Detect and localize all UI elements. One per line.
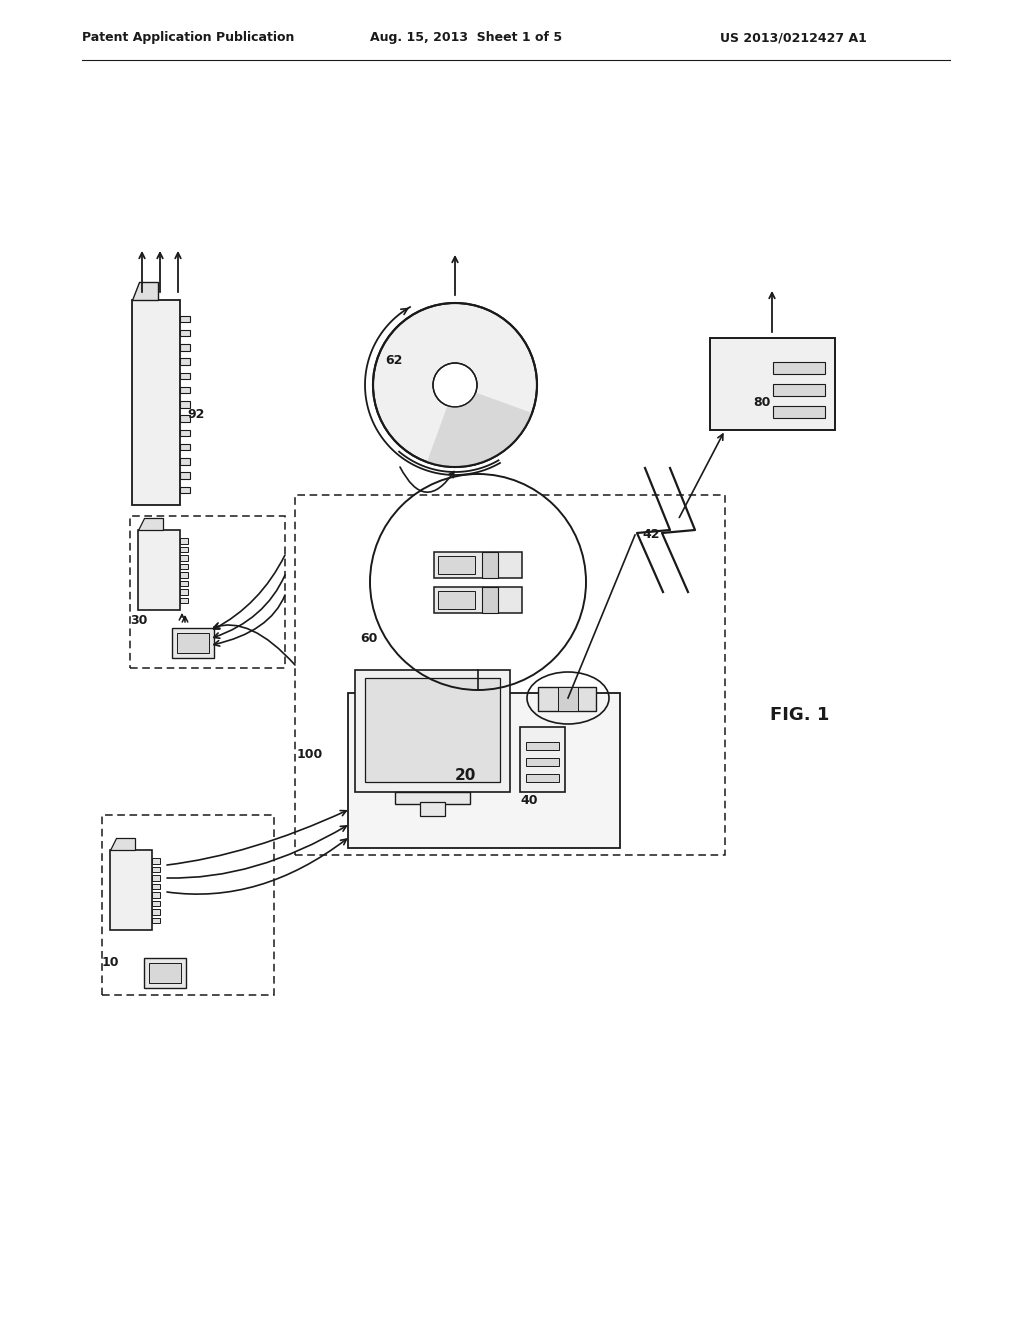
Text: FIG. 1: FIG. 1: [770, 706, 829, 723]
Bar: [150, 964, 181, 983]
Wedge shape: [427, 392, 532, 467]
Text: 20: 20: [455, 767, 476, 783]
Text: US 2013/0212427 A1: US 2013/0212427 A1: [720, 32, 867, 45]
Bar: [180, 473, 190, 479]
Bar: [152, 858, 160, 863]
Bar: [434, 552, 522, 578]
Bar: [180, 416, 190, 422]
Text: 42: 42: [642, 528, 659, 541]
Bar: [395, 792, 470, 804]
Bar: [482, 587, 499, 612]
Text: 80: 80: [754, 396, 771, 408]
FancyArrowPatch shape: [214, 595, 285, 645]
Bar: [152, 900, 160, 906]
Bar: [355, 671, 510, 792]
Bar: [538, 686, 596, 711]
Bar: [482, 552, 499, 578]
FancyArrowPatch shape: [167, 826, 346, 878]
Bar: [180, 372, 190, 379]
Text: 92: 92: [187, 408, 205, 421]
Bar: [526, 774, 559, 781]
Bar: [180, 554, 188, 561]
Bar: [180, 589, 188, 594]
Bar: [110, 850, 152, 931]
Bar: [130, 516, 285, 668]
Bar: [180, 487, 190, 492]
Text: 10: 10: [102, 956, 120, 969]
Polygon shape: [138, 517, 163, 531]
Circle shape: [373, 304, 537, 467]
Text: Patent Application Publication: Patent Application Publication: [82, 32, 294, 45]
Bar: [180, 315, 190, 322]
Bar: [348, 693, 620, 847]
Bar: [772, 362, 825, 374]
FancyArrowPatch shape: [167, 810, 346, 865]
Bar: [180, 564, 188, 569]
Bar: [526, 742, 559, 750]
Text: 30: 30: [130, 614, 147, 627]
Bar: [180, 444, 190, 450]
Bar: [152, 909, 160, 915]
Bar: [772, 407, 825, 418]
Text: 100: 100: [297, 748, 324, 762]
Bar: [520, 727, 565, 792]
FancyArrowPatch shape: [400, 467, 454, 492]
Bar: [180, 546, 188, 552]
Bar: [152, 866, 160, 873]
Text: 40: 40: [520, 793, 538, 807]
Bar: [177, 634, 209, 653]
Bar: [180, 401, 190, 408]
Bar: [144, 958, 186, 987]
Bar: [180, 359, 190, 364]
Bar: [420, 803, 445, 816]
Circle shape: [433, 363, 477, 407]
Bar: [180, 572, 188, 578]
Bar: [365, 678, 500, 781]
Polygon shape: [132, 282, 159, 300]
Bar: [180, 458, 190, 465]
Bar: [152, 875, 160, 880]
Bar: [180, 429, 190, 436]
Bar: [132, 300, 180, 506]
Bar: [558, 686, 578, 711]
Polygon shape: [110, 838, 135, 850]
Bar: [152, 883, 160, 888]
Bar: [180, 598, 188, 603]
FancyArrowPatch shape: [214, 576, 285, 639]
Bar: [152, 892, 160, 898]
Bar: [180, 330, 190, 337]
Bar: [180, 539, 188, 544]
Bar: [180, 345, 190, 351]
Bar: [180, 387, 190, 393]
Bar: [102, 814, 274, 995]
FancyArrowPatch shape: [214, 554, 285, 630]
FancyArrowPatch shape: [167, 840, 346, 894]
Bar: [772, 384, 825, 396]
Text: 62: 62: [385, 354, 402, 367]
Bar: [434, 587, 522, 612]
Bar: [438, 591, 475, 609]
Bar: [710, 338, 835, 430]
Text: 60: 60: [360, 631, 378, 644]
Bar: [180, 581, 188, 586]
Text: Aug. 15, 2013  Sheet 1 of 5: Aug. 15, 2013 Sheet 1 of 5: [370, 32, 562, 45]
Bar: [172, 628, 214, 657]
Bar: [152, 917, 160, 923]
FancyArrowPatch shape: [214, 623, 295, 665]
Bar: [438, 556, 475, 574]
Bar: [295, 495, 725, 855]
Bar: [526, 758, 559, 766]
Bar: [138, 531, 180, 610]
